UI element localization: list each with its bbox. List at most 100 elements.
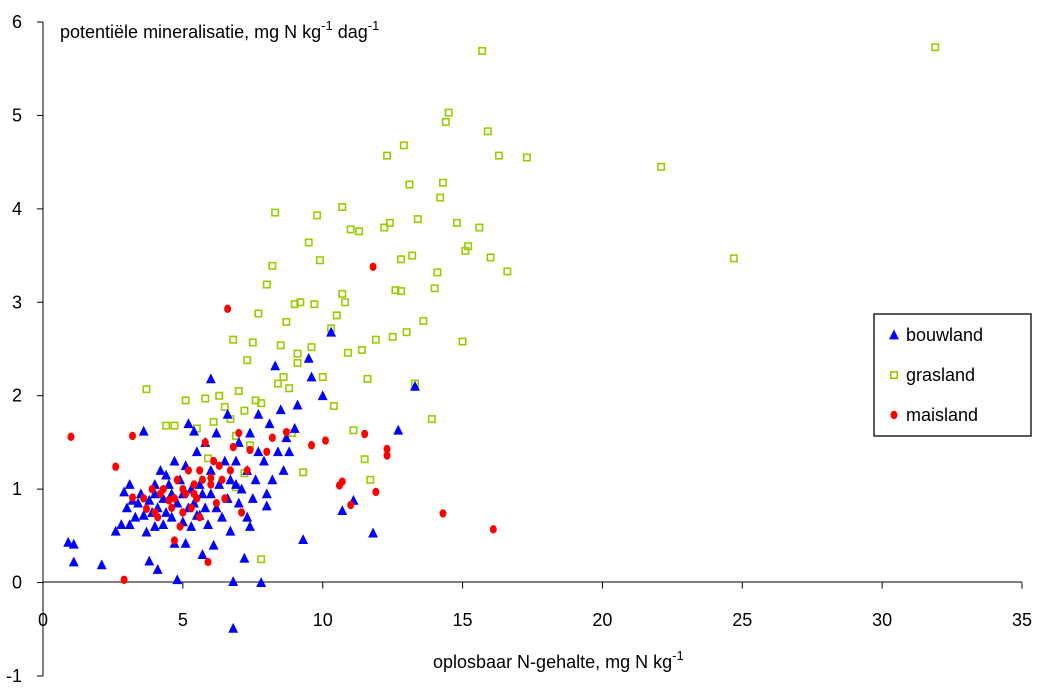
bouwland-point xyxy=(180,537,191,548)
bouwland-point xyxy=(68,556,79,567)
maisland-point xyxy=(238,508,246,517)
maisland-point xyxy=(212,498,220,508)
maisland-point xyxy=(120,575,128,584)
bouwland-point xyxy=(337,505,348,516)
grasland-point xyxy=(240,406,249,415)
grasland-point xyxy=(380,223,389,232)
bouwland-point xyxy=(141,526,152,537)
maisland-point xyxy=(196,466,204,475)
bouwland-point xyxy=(233,497,244,508)
maisland-point xyxy=(129,431,137,441)
bouwland-point xyxy=(211,427,222,438)
maisland-point xyxy=(190,489,198,499)
maisland-point xyxy=(140,494,148,503)
maisland-point xyxy=(218,475,226,484)
maisland-point xyxy=(369,262,377,271)
grasland-point xyxy=(243,356,252,365)
bouwland-point xyxy=(130,511,141,522)
y-tick-label: 5 xyxy=(12,105,22,125)
grasland-point xyxy=(397,255,406,264)
bouwland-point xyxy=(303,352,314,363)
bouwland-point xyxy=(144,494,155,505)
grasland-point xyxy=(234,387,243,396)
bouwland-point xyxy=(161,469,172,480)
maisland-point xyxy=(159,484,167,494)
grasland-point xyxy=(332,311,341,320)
bouwland-point xyxy=(110,525,121,536)
grasland-point xyxy=(282,317,291,326)
grasland-point xyxy=(209,417,218,426)
grasland-point xyxy=(262,280,271,289)
x-tick-label: 30 xyxy=(872,610,892,630)
bouwland-point xyxy=(368,527,379,538)
y-tick-label: -1 xyxy=(6,666,22,686)
bouwland-point xyxy=(289,422,300,433)
grasland-point xyxy=(338,202,347,211)
grasland-point xyxy=(296,298,305,307)
grasland-point xyxy=(444,108,453,117)
grasland-point xyxy=(458,337,467,346)
grasland-point xyxy=(248,338,257,347)
bouwland-point xyxy=(163,478,174,489)
grasland-point xyxy=(433,268,442,277)
grasland-point xyxy=(475,223,484,232)
legend-box xyxy=(873,313,1032,437)
maisland-point xyxy=(308,441,316,450)
legend-label-grasland: grasland xyxy=(906,365,975,385)
bouwland-point xyxy=(116,519,127,530)
grasland-point xyxy=(349,426,358,435)
grasland-point xyxy=(341,298,350,307)
bouwland-point xyxy=(63,536,74,547)
bouwland-point xyxy=(197,488,208,499)
bouwland-point xyxy=(253,446,264,457)
bouwland-point xyxy=(169,455,180,466)
grasland-point xyxy=(430,284,439,293)
maisland-point xyxy=(489,525,497,534)
bouwland-point xyxy=(267,474,278,485)
bouwland-point xyxy=(152,563,163,574)
grasland-point xyxy=(363,374,372,383)
bouwland-point xyxy=(121,502,132,513)
maisland-point xyxy=(215,461,223,470)
legend-marker-maisland xyxy=(890,410,898,420)
bouwland-point xyxy=(242,511,253,522)
grasland-point xyxy=(162,421,171,430)
bouwland-point xyxy=(281,432,292,443)
bouwland-point xyxy=(306,371,317,382)
y-tick-label: 0 xyxy=(12,573,22,593)
maisland-point xyxy=(235,428,243,438)
bouwland-point xyxy=(189,425,199,436)
grasland-point xyxy=(271,208,280,217)
maisland-point xyxy=(112,462,120,471)
grasland-point xyxy=(304,238,313,247)
bouwland-point xyxy=(259,455,269,466)
x-axis-title: oplosbaar N-gehalte, mg N kg-1 xyxy=(433,648,684,672)
grasland-point xyxy=(483,127,492,136)
y-axis-title: potentiële mineralisatie, mg N kg-1 dag-… xyxy=(60,18,379,42)
bouwland-point xyxy=(203,519,213,530)
grasland-point xyxy=(257,555,266,564)
maisland-point xyxy=(179,508,187,517)
bouwland-point xyxy=(236,483,247,494)
grasland-point xyxy=(307,343,316,352)
legend-label-maisland: maisland xyxy=(906,405,978,425)
maisland-point xyxy=(229,442,237,452)
bouwland-point xyxy=(233,436,244,447)
bouwland-point xyxy=(222,408,233,419)
grasland-point xyxy=(494,151,503,160)
bouwland-point xyxy=(186,521,197,531)
grasland-point xyxy=(357,345,366,354)
grasland-point xyxy=(310,300,319,309)
maisland-point xyxy=(187,503,195,513)
grasland-point xyxy=(729,254,738,263)
x-tick-label: 10 xyxy=(313,610,333,630)
grasland-point xyxy=(388,332,397,341)
maisland-point xyxy=(322,436,330,445)
bouwland-point xyxy=(225,474,236,485)
legend-marker-grasland xyxy=(889,370,898,379)
bouwland-point xyxy=(228,622,239,633)
bouwland-point xyxy=(205,464,216,475)
maisland-point xyxy=(243,466,251,475)
grasland-point xyxy=(346,225,355,234)
grasland-point xyxy=(254,309,263,318)
